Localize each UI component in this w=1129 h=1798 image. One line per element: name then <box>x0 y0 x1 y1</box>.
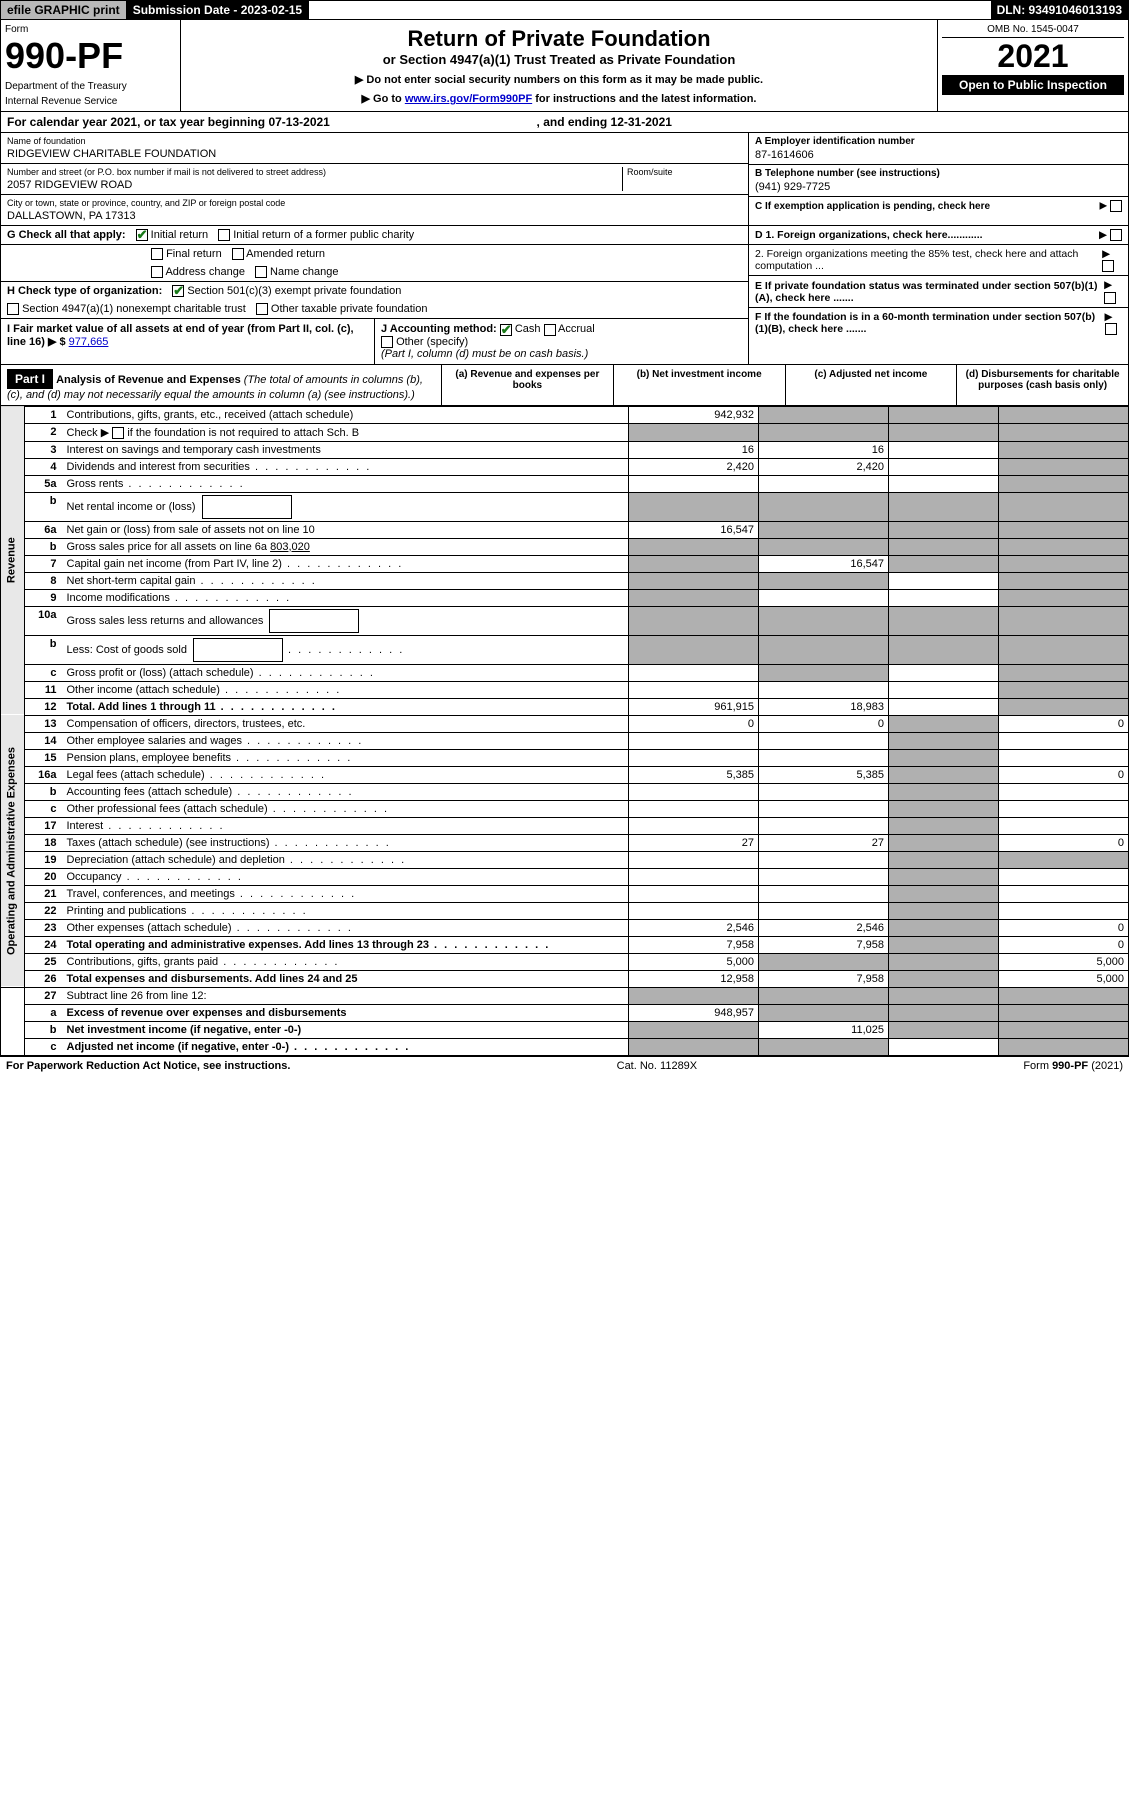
form-subtitle: or Section 4947(a)(1) Trust Treated as P… <box>187 52 931 67</box>
form-word: Form <box>5 24 176 35</box>
box-d2-label: 2. Foreign organizations meeting the 85%… <box>755 248 1096 272</box>
open-to-public: Open to Public Inspection <box>942 75 1124 95</box>
dept-treasury: Department of the Treasury <box>5 81 176 92</box>
line-2-desc: Check ▶ if the foundation is not require… <box>63 423 629 441</box>
room-suite-label: Room/suite <box>627 167 742 177</box>
amended-return-check[interactable] <box>232 248 244 260</box>
sch-b-check[interactable] <box>112 427 124 439</box>
form-footer: Form 990-PF (2021) <box>1023 1060 1123 1072</box>
phone-value: (941) 929-7725 <box>755 181 1122 193</box>
final-return-check[interactable] <box>151 248 163 260</box>
initial-former-check[interactable] <box>218 229 230 241</box>
form-number: 990-PF <box>5 35 176 77</box>
box-d1-check[interactable] <box>1110 229 1122 241</box>
expenses-side-label: Operating and Administrative Expenses <box>1 715 25 987</box>
accrual-check[interactable] <box>544 324 556 336</box>
line-1-a: 942,932 <box>629 406 759 423</box>
box-d1-label: D 1. Foreign organizations, check here..… <box>755 229 983 241</box>
foundation-name-label: Name of foundation <box>7 136 742 146</box>
other-specify-check[interactable] <box>381 336 393 348</box>
revenue-side-label: Revenue <box>1 406 25 715</box>
foundation-name: RIDGEVIEW CHARITABLE FOUNDATION <box>7 148 742 160</box>
col-d-header: (d) Disbursements for charitable purpose… <box>956 365 1128 405</box>
4947a1-check[interactable] <box>7 303 19 315</box>
line-10a-box <box>269 609 359 633</box>
box-f-check[interactable] <box>1105 323 1117 335</box>
col-a-header: (a) Revenue and expenses per books <box>441 365 613 405</box>
street-label: Number and street (or P.O. box number if… <box>7 167 622 177</box>
box-e-check[interactable] <box>1104 292 1116 304</box>
catalog-number: Cat. No. 11289X <box>617 1060 698 1072</box>
part-1-badge: Part I <box>7 369 53 389</box>
initial-return-check[interactable] <box>136 229 148 241</box>
line-5b-box <box>202 495 292 519</box>
irs-text: Internal Revenue Service <box>5 96 176 107</box>
paperwork-notice: For Paperwork Reduction Act Notice, see … <box>6 1060 290 1072</box>
box-f-label: F If the foundation is in a 60-month ter… <box>755 311 1099 335</box>
address-change-check[interactable] <box>151 266 163 278</box>
box-b-label: B Telephone number (see instructions) <box>755 168 1122 179</box>
box-c-label: C If exemption application is pending, c… <box>755 201 990 212</box>
line-10b-box <box>193 638 283 662</box>
form-title: Return of Private Foundation <box>187 26 931 52</box>
ein-value: 87-1614606 <box>755 149 1122 161</box>
checkbox-section: G Check all that apply: Initial return I… <box>0 226 1129 365</box>
submission-date: Submission Date - 2023-02-15 <box>127 1 309 19</box>
part-1-table: Revenue 1Contributions, gifts, grants, e… <box>0 406 1129 1056</box>
fmv-value: 977,665 <box>69 336 109 348</box>
h-label: H Check type of organization: <box>7 285 162 297</box>
top-bar: efile GRAPHIC print Submission Date - 20… <box>0 0 1129 20</box>
box-c-check[interactable] <box>1110 200 1122 212</box>
line-6b-inline: 803,020 <box>270 541 310 553</box>
form-header: Form 990-PF Department of the Treasury I… <box>0 20 1129 112</box>
box-d2-check[interactable] <box>1102 260 1114 272</box>
other-taxable-check[interactable] <box>256 303 268 315</box>
instr-2: ▶ Go to www.irs.gov/Form990PF for instru… <box>187 92 931 105</box>
instr-1: ▶ Do not enter social security numbers o… <box>187 73 931 86</box>
box-e-label: E If private foundation status was termi… <box>755 280 1098 304</box>
cash-basis-note: (Part I, column (d) must be on cash basi… <box>381 348 588 360</box>
cash-check[interactable] <box>500 324 512 336</box>
name-change-check[interactable] <box>255 266 267 278</box>
col-c-header: (c) Adjusted net income <box>785 365 957 405</box>
info-section: Name of foundation RIDGEVIEW CHARITABLE … <box>0 133 1129 226</box>
box-i-label: I Fair market value of all assets at end… <box>7 323 354 348</box>
g-label: G Check all that apply: <box>7 229 126 241</box>
box-a-label: A Employer identification number <box>755 136 1122 147</box>
tax-year: 2021 <box>942 38 1124 75</box>
footer: For Paperwork Reduction Act Notice, see … <box>0 1056 1129 1075</box>
calendar-year-row: For calendar year 2021, or tax year begi… <box>0 112 1129 133</box>
instructions-link[interactable]: www.irs.gov/Form990PF <box>405 93 532 105</box>
city-label: City or town, state or province, country… <box>7 198 742 208</box>
omb-number: OMB No. 1545-0047 <box>942 24 1124 38</box>
501c3-check[interactable] <box>172 285 184 297</box>
efile-button[interactable]: efile GRAPHIC print <box>1 1 127 19</box>
col-b-header: (b) Net investment income <box>613 365 785 405</box>
dln: DLN: 93491046013193 <box>991 1 1128 19</box>
part-1-title: Analysis of Revenue and Expenses <box>56 374 241 386</box>
city-value: DALLASTOWN, PA 17313 <box>7 210 742 222</box>
box-j-label: J Accounting method: <box>381 323 497 335</box>
street-value: 2057 RIDGEVIEW ROAD <box>7 179 622 191</box>
